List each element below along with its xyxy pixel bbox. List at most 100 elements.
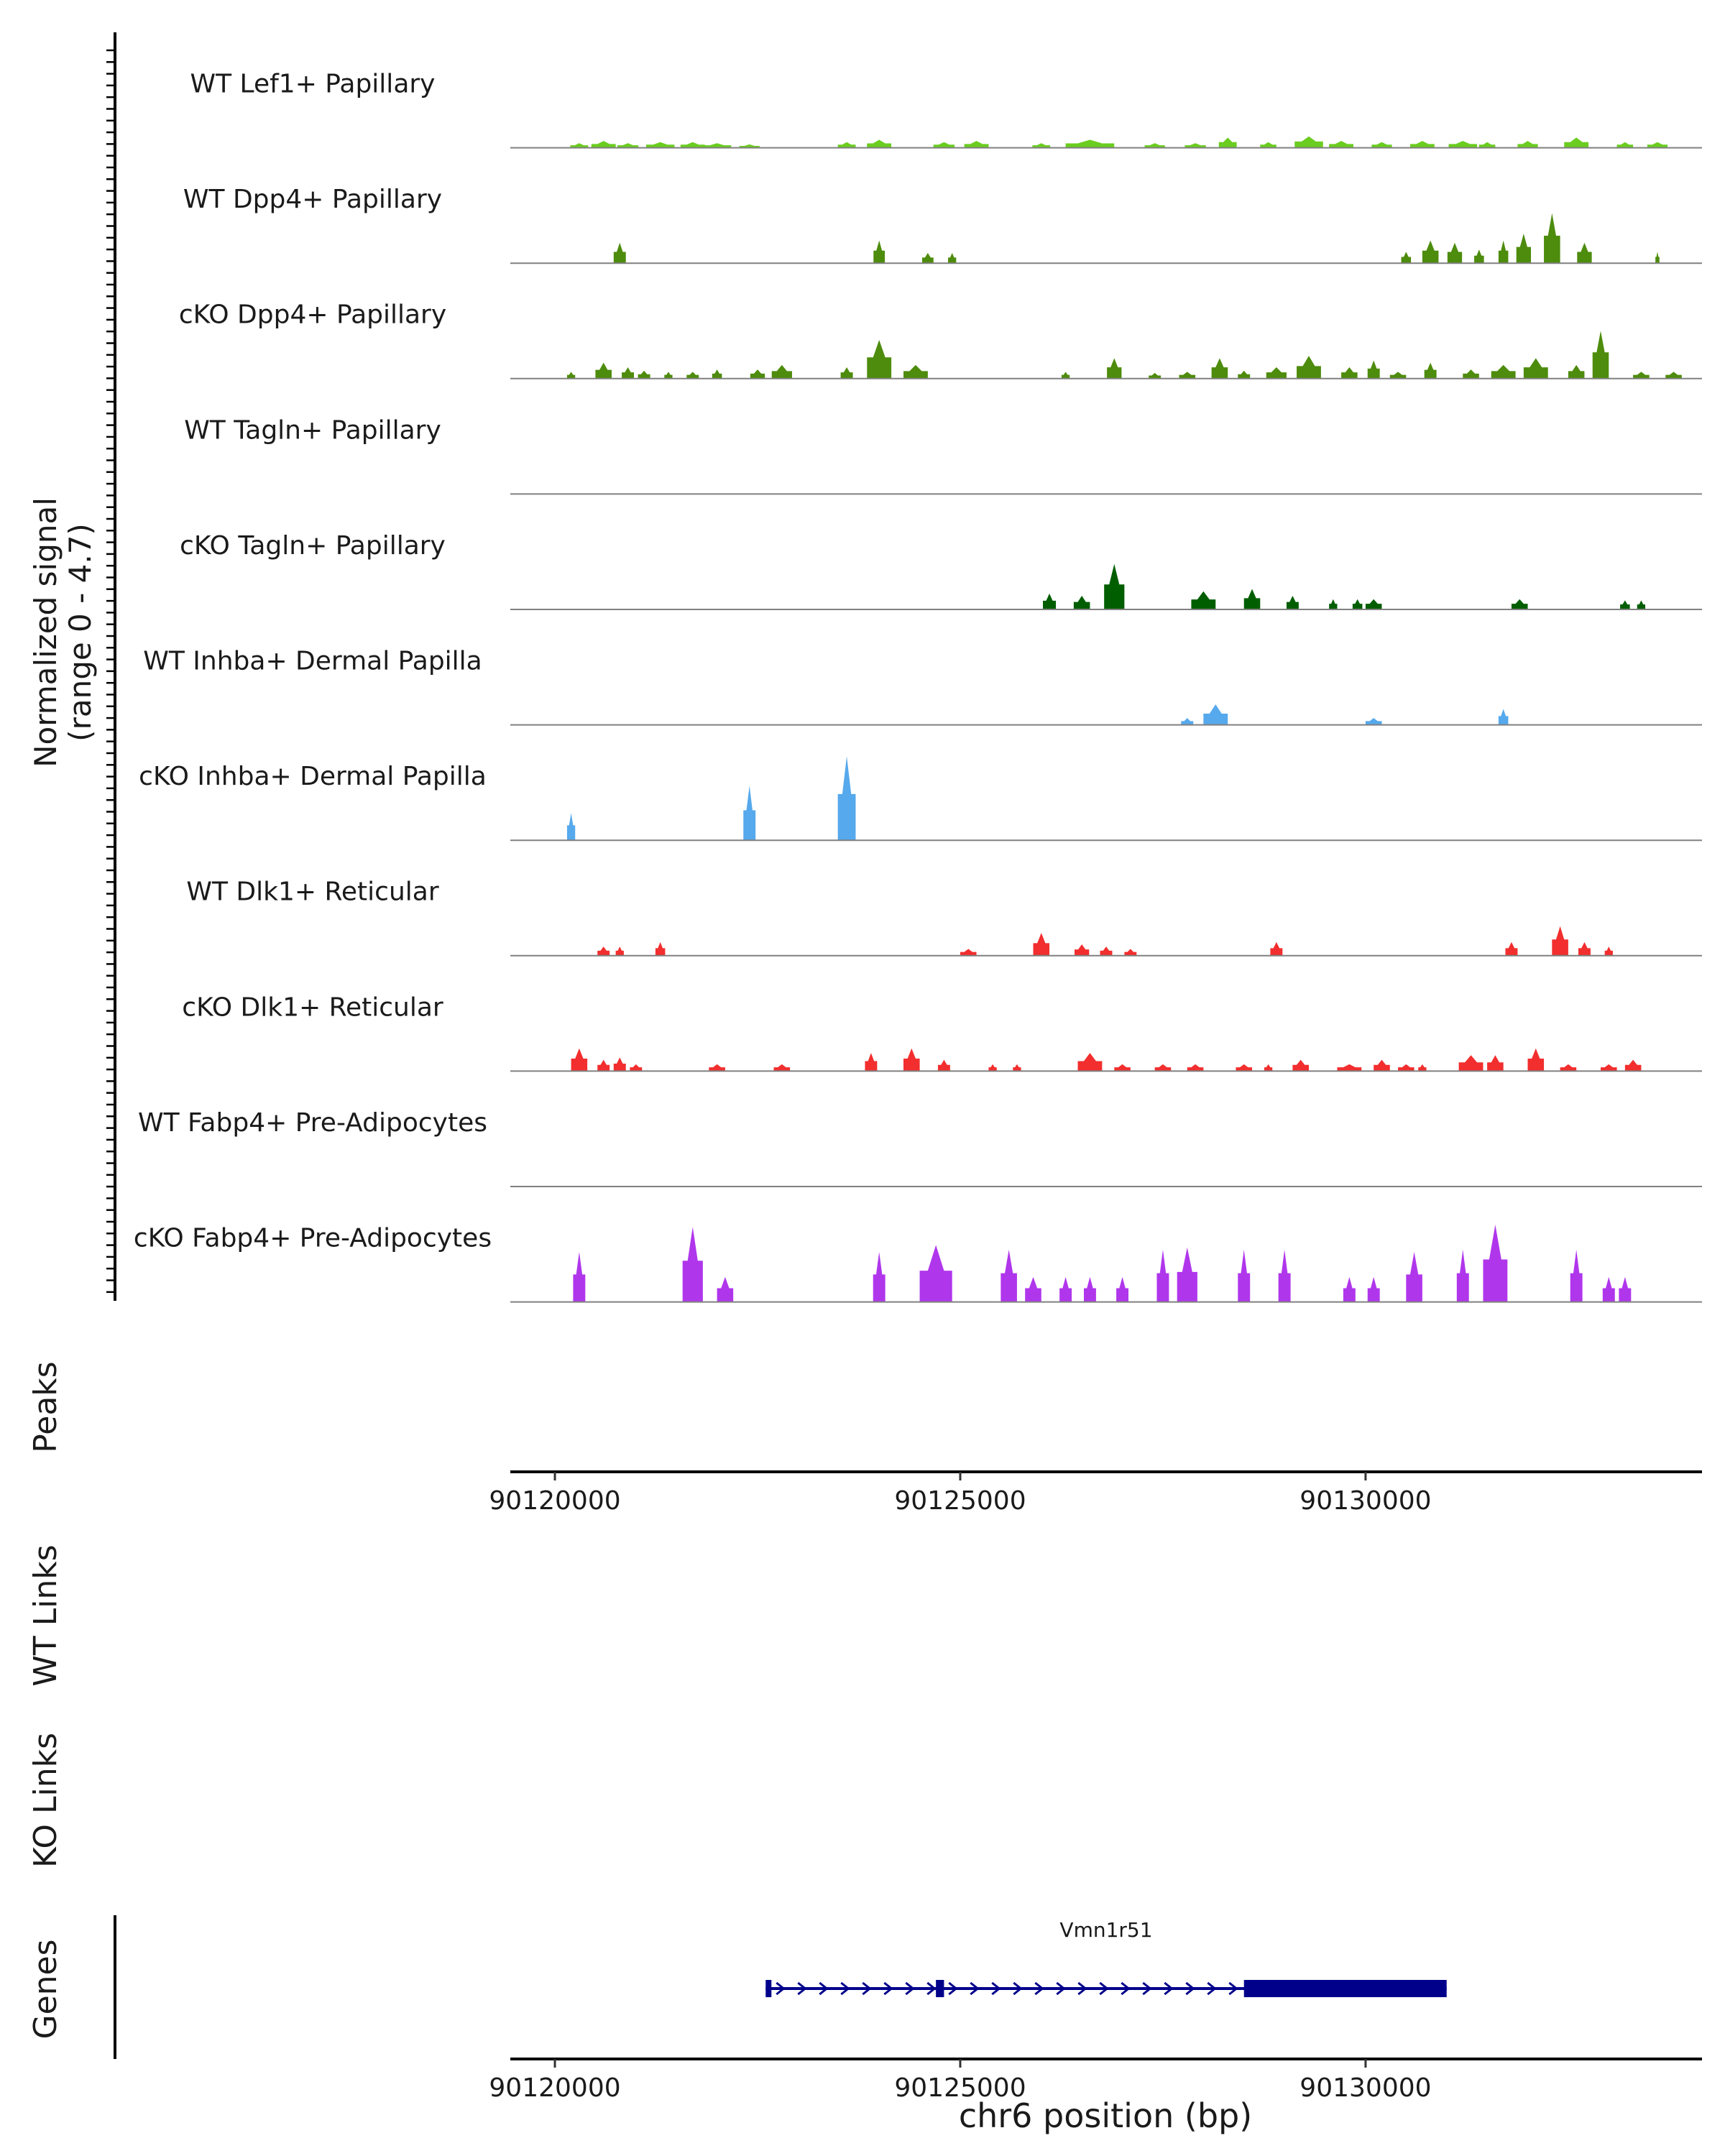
signal-peak-11 [1637,600,1646,609]
signal-peak-3 [645,142,675,148]
signal-peak-7 [903,1048,920,1072]
signal-peak-8 [1270,941,1283,956]
y-axis-ticks [106,49,115,1294]
signal-peak-9 [1511,599,1528,609]
signal-peak-7 [750,369,765,379]
signal-peak-29 [1633,372,1650,379]
signal-peak-10 [1156,1249,1169,1302]
gene-Vmn1r51: Vmn1r51 [765,1918,1447,1997]
signal-peak-23 [1517,141,1538,148]
signal-peak-14 [1187,1064,1204,1072]
signal-peak-3 [638,370,650,379]
signal-peak-2 [1365,718,1382,725]
signal-peak-16 [1264,1064,1273,1072]
coverage-tracks: WT Lef1+ Papillary WT Dpp4+ Papillary cKO … [134,70,1702,1303]
signal-peak-9 [933,142,955,148]
signal-peak-24 [1527,1048,1545,1072]
signal-peak-11 [1578,941,1591,956]
strand-arrow-8 [948,1981,958,1996]
signal-peak-8 [937,1059,950,1072]
signal-peak-7 [1352,599,1363,609]
signal-peak-9 [988,1064,997,1072]
signal-peak-11 [903,364,928,379]
strand-arrow-1 [797,1981,807,1996]
x-tick-label: 90120000 [489,2073,620,2103]
track-label: WT Dlk1+ Reticular [186,877,438,907]
signal-peak-10 [1552,926,1568,956]
signal-peak-21 [1367,360,1380,379]
signal-peak-10 [1544,213,1560,264]
track-label: WT Dpp4+ Papillary [183,185,442,214]
signal-peak-20 [1341,367,1358,379]
signal-peak-9 [1116,1276,1129,1302]
strand-arrow-15 [1099,1981,1109,1996]
track-8: cKO Dlk1+ Reticular [182,992,1702,1072]
track-7: WT Dlk1+ Reticular [186,877,1702,957]
strand-arrow-3 [840,1981,850,1996]
signal-peak-4 [709,1064,725,1072]
signal-peak-15 [1236,1064,1253,1072]
strand-arrow-6 [905,1981,915,1996]
signal-peak-4 [680,142,705,148]
signal-peak-1 [743,786,756,841]
signal-peak-2 [717,1276,734,1302]
signal-peak-1 [682,1227,703,1302]
wt-links-label: WT Links [27,1544,64,1686]
track-3: WT Tagln+ Papillary [184,415,1702,495]
signal-peak-1 [597,1059,610,1072]
signal-peak-5 [773,1064,791,1072]
signal-peak-12 [1061,372,1070,379]
signal-peak-8 [867,139,892,148]
signal-peak-5 [686,372,699,379]
signal-peak-26 [1647,142,1668,148]
signal-peak-17 [1238,370,1251,379]
signal-peak-21 [1448,141,1478,148]
strand-arrow-0 [776,1981,786,1996]
x-tick-label: 90125000 [894,2073,1026,2103]
peaks-x-axis-ticks: 90120000 90125000 90130000 [489,1472,1432,1516]
signal-peak-4 [1033,933,1050,956]
strand-arrow-7 [926,1981,937,1996]
track-label: WT Inhba+ Dermal Papilla [143,647,482,676]
signal-peak-17 [1294,136,1323,148]
gene-exon-2 [1243,1980,1447,1997]
strand-arrow-5 [883,1981,893,1996]
signal-peak-11 [1077,1053,1103,1072]
signal-peak-12 [1238,1249,1251,1302]
signal-peak-3 [948,252,957,264]
signal-peak-8 [771,364,792,379]
signal-peak-14 [1184,143,1206,148]
signal-peak-0 [1181,718,1194,725]
signal-peak-13 [1107,358,1122,379]
signal-peak-2 [837,756,856,841]
signal-peak-7 [1124,949,1137,956]
signal-peak-24 [1564,137,1589,148]
signal-peak-6 [1025,1276,1041,1302]
track-label: WT Tagln+ Papillary [184,415,441,445]
signal-peak-25 [1560,1064,1577,1072]
track-1: WT Dpp4+ Papillary [183,185,1702,264]
track-label: WT Fabp4+ Pre-Adipocytes [138,1108,487,1138]
signal-peak-25 [1491,364,1516,379]
track-label: cKO Dpp4+ Papillary [179,300,446,330]
signal-peak-0 [566,372,576,379]
strand-arrow-19 [1185,1981,1195,1996]
strand-arrow-13 [1056,1981,1066,1996]
signal-peak-21 [1619,1276,1632,1302]
signal-peak-16 [1211,358,1228,379]
signal-peak-3 [1498,709,1509,725]
signal-peak-10 [964,141,989,148]
signal-peak-4 [664,372,673,379]
signal-peak-2 [622,367,635,379]
signal-peak-0 [573,1252,586,1302]
signal-peak-2 [617,143,639,148]
signal-peak-11 [1032,143,1051,148]
signal-peak-6 [1329,599,1338,609]
signal-peak-21 [1418,1064,1427,1072]
signal-peak-2 [613,1057,626,1072]
signal-peak-7 [1474,249,1484,264]
signal-peak-27 [1624,1059,1642,1072]
signal-peak-2 [921,252,934,264]
signal-peak-1 [591,141,616,148]
